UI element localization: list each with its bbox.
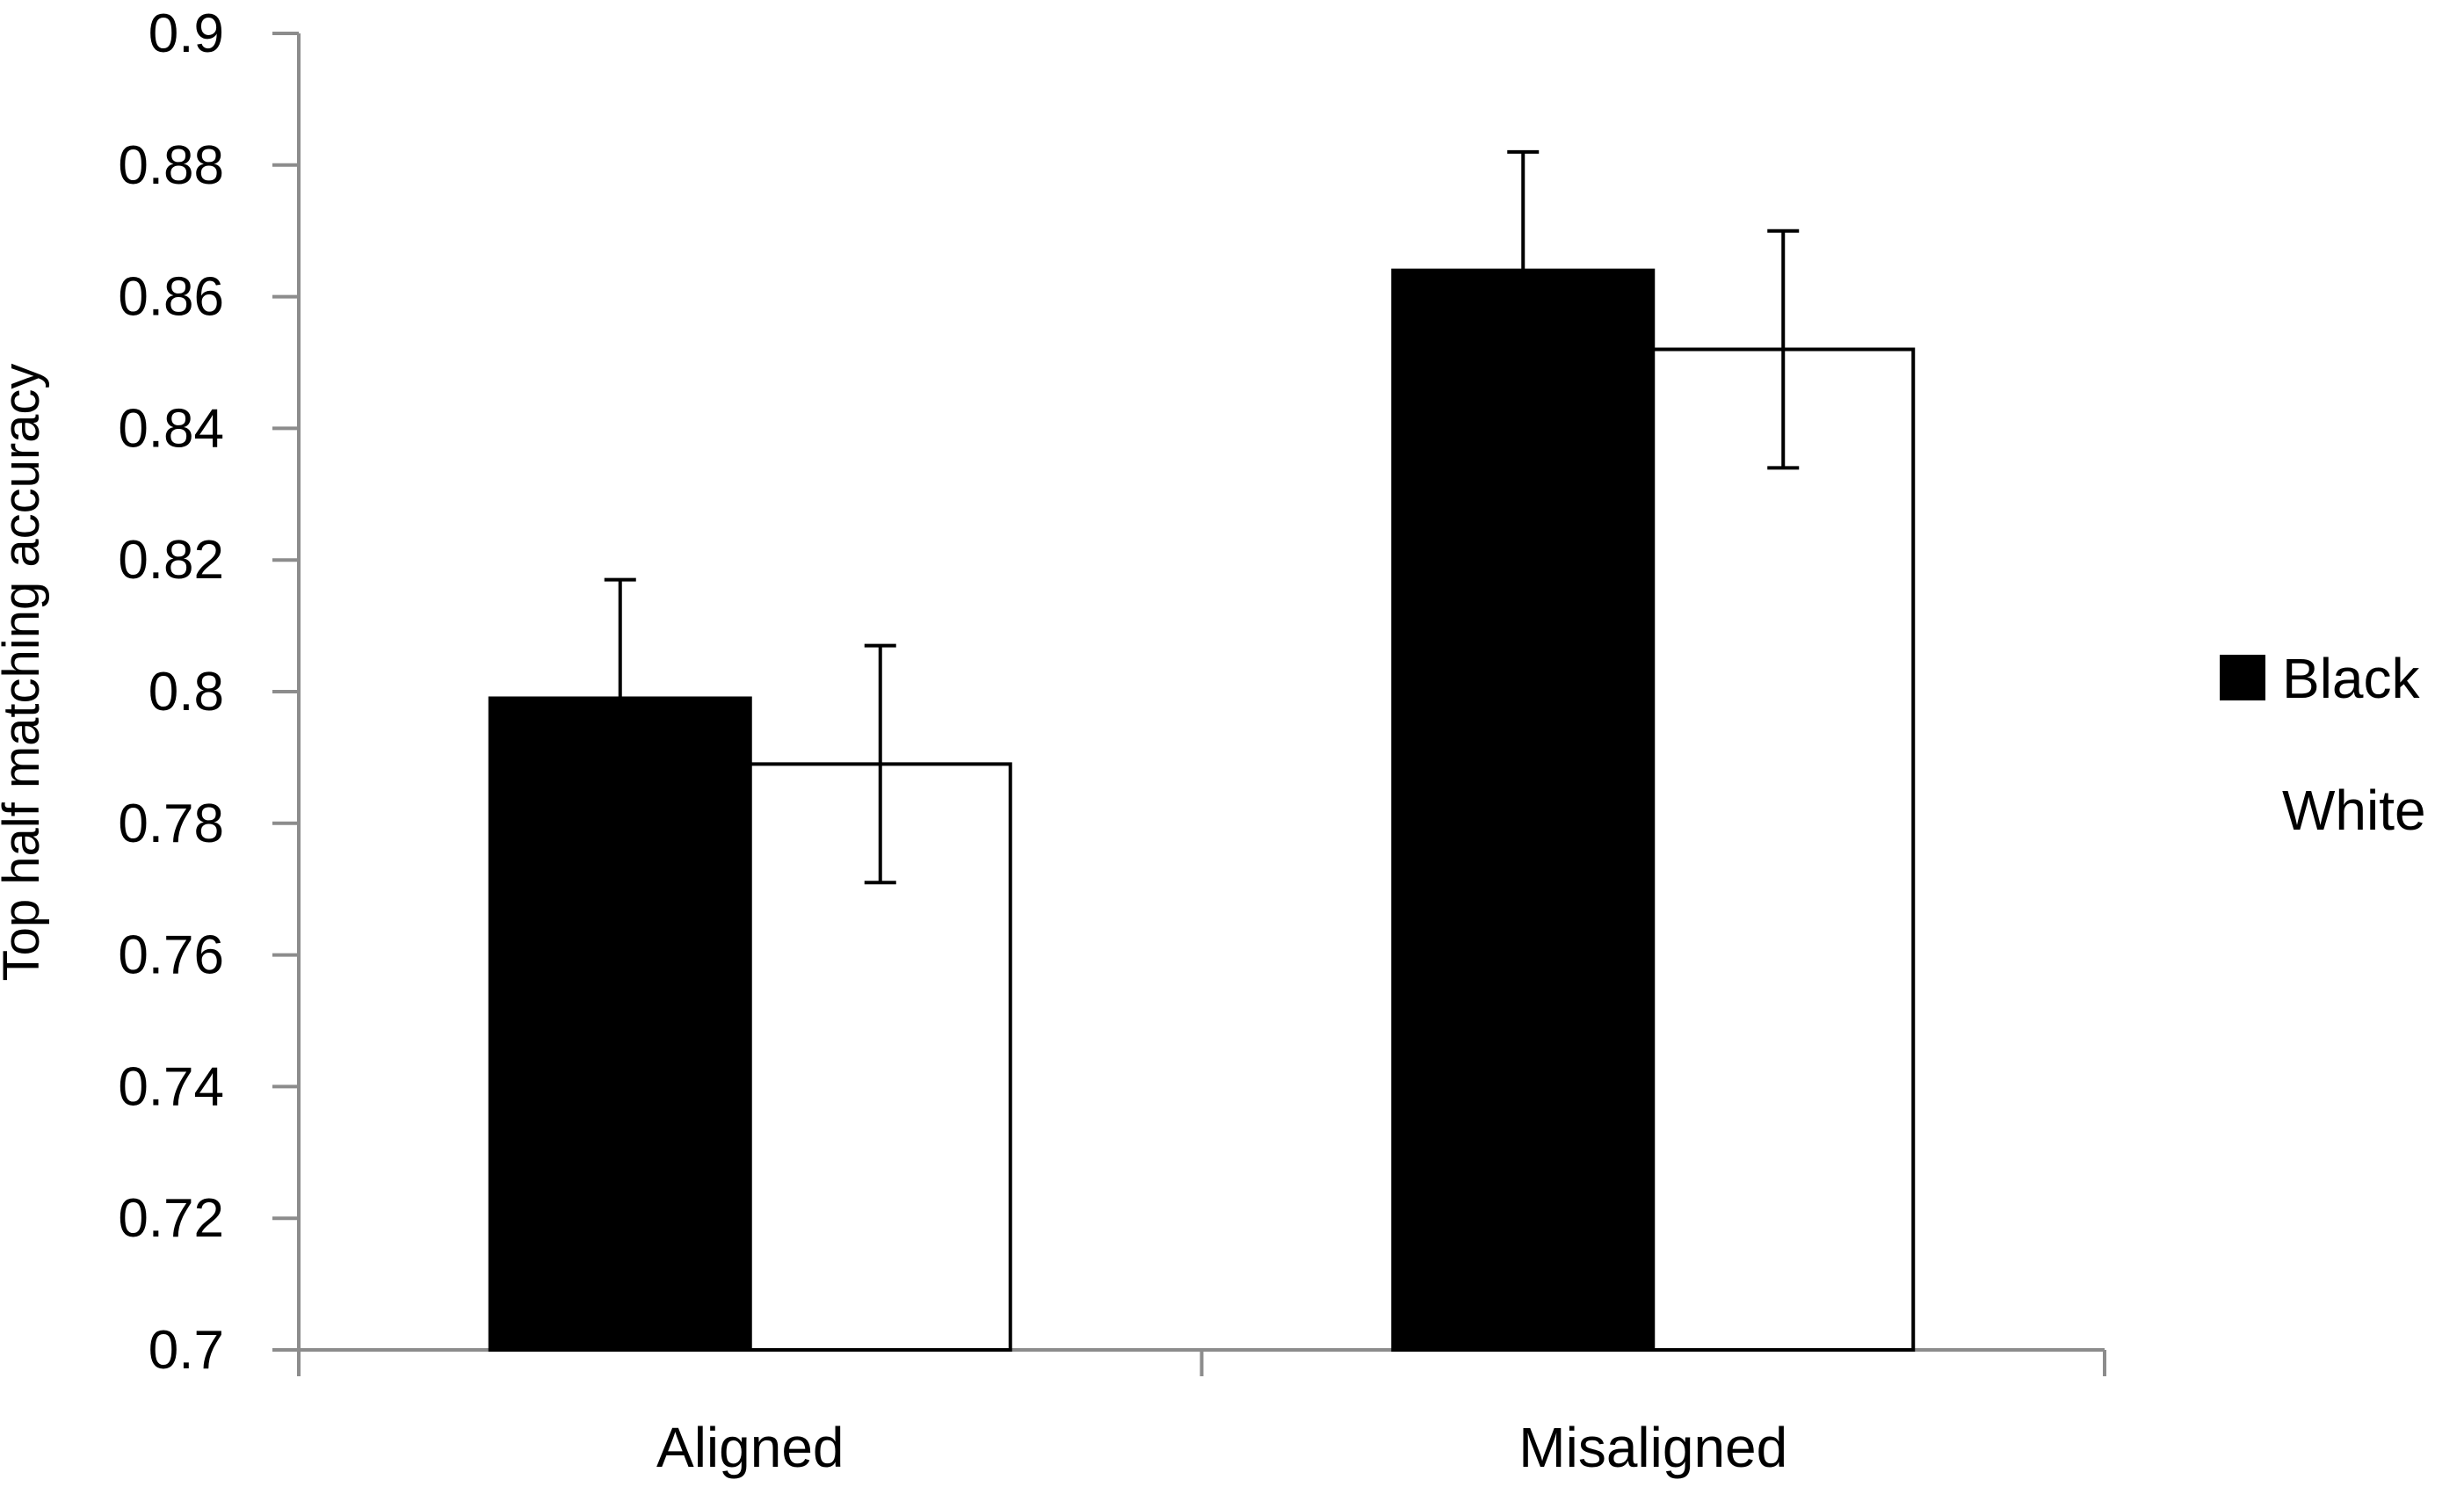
bars (488, 268, 1916, 1352)
legend-item-black: Black (2220, 647, 2421, 710)
legend-item-white: White (2221, 779, 2426, 842)
y-tick-label: 0.88 (118, 135, 224, 196)
legend-label: Black (2282, 647, 2421, 710)
error-bar-white-aligned (864, 643, 896, 885)
y-tick-label: 0.8 (149, 662, 224, 722)
legend-swatch (2220, 655, 2265, 700)
x-category-label: Aligned (656, 1416, 844, 1479)
error-bar-black-aligned (604, 577, 636, 819)
error-bar-black-misaligned (1507, 149, 1540, 391)
error-bars (604, 149, 1800, 885)
bar-white-misaligned (1651, 347, 1916, 1352)
x-category-labels: Aligned Misaligned (656, 1416, 1787, 1479)
y-tick-label: 0.82 (118, 530, 224, 591)
y-tick-label: 0.76 (118, 925, 224, 986)
bar-black-misaligned (1391, 268, 1656, 1352)
y-tick-label: 0.72 (118, 1188, 224, 1249)
x-category-label: Misaligned (1518, 1416, 1787, 1479)
legend-label: White (2282, 779, 2426, 842)
y-tick-label: 0.74 (118, 1056, 224, 1117)
y-tick-label: 0.9 (149, 4, 224, 64)
y-tick-label: 0.84 (118, 398, 224, 459)
y-tick-label: 0.78 (118, 794, 224, 854)
y-axis-title: Top half matching accuracy (0, 364, 50, 982)
y-tick-label: 0.7 (149, 1320, 224, 1381)
y-tick-label: 0.86 (118, 267, 224, 328)
y-tick-labels: 0.7 0.72 0.74 0.76 0.78 0.8 0.82 0.84 0.86 0.88 0.… (118, 4, 224, 1381)
error-bar-white-misaligned (1767, 228, 1800, 470)
legend: Black White (2220, 647, 2426, 842)
legend-swatch (2221, 787, 2265, 831)
